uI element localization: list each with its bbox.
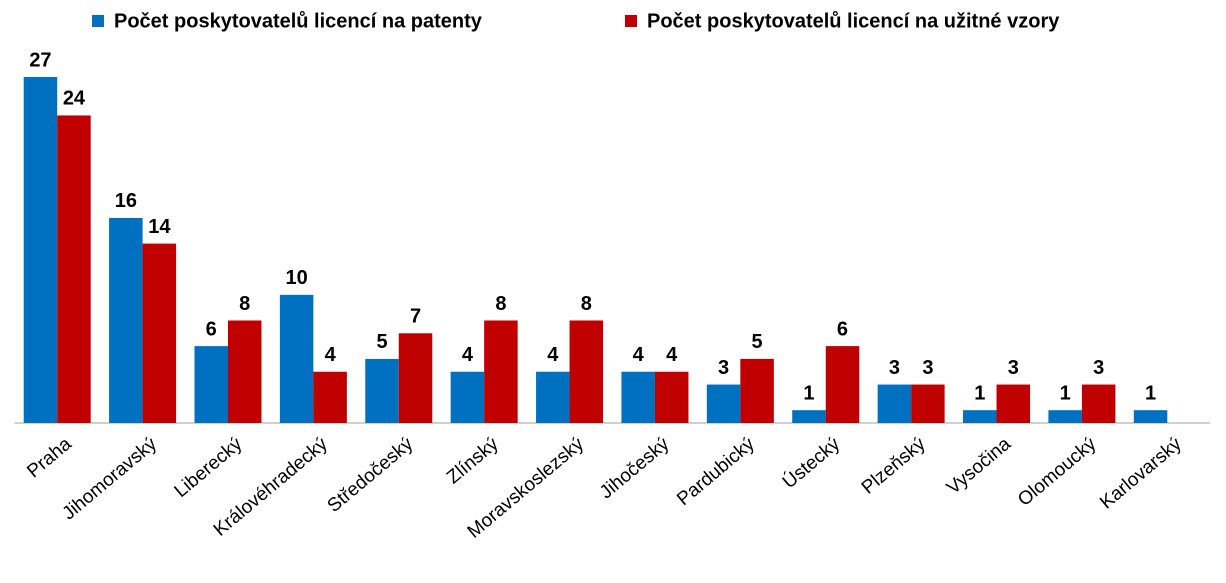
data-label: 3 — [889, 357, 900, 379]
data-label: 4 — [325, 344, 337, 366]
data-label: 4 — [547, 344, 559, 366]
bar — [963, 410, 997, 423]
x-tick-label: Plzeňský — [858, 433, 930, 498]
bar — [398, 333, 433, 423]
data-label: 10 — [286, 267, 308, 289]
legend-swatch — [92, 15, 104, 27]
data-label: 14 — [148, 216, 171, 238]
x-tick-label: Olomoucký — [1014, 433, 1101, 510]
x-tick-label: Liberecký — [171, 433, 247, 502]
bar — [365, 358, 399, 423]
data-label: 3 — [718, 357, 729, 379]
bar — [1133, 410, 1168, 423]
x-tick-label: Zlínský — [443, 433, 503, 488]
bar — [792, 410, 826, 423]
data-label: 3 — [922, 357, 933, 379]
bar — [536, 371, 570, 423]
data-label: 7 — [410, 306, 421, 328]
data-label: 27 — [29, 49, 51, 71]
data-label: 6 — [837, 318, 848, 340]
bar — [57, 115, 91, 423]
data-label: 5 — [376, 331, 387, 353]
legend-swatch — [625, 15, 637, 27]
bar — [825, 346, 860, 423]
x-tick-label: Vysočina — [943, 433, 1015, 498]
bar — [654, 371, 689, 423]
bar — [621, 371, 655, 423]
bar — [23, 77, 58, 423]
bar — [279, 294, 314, 423]
legend-label: Počet poskytovatelů licencí na užitné vz… — [647, 10, 1060, 32]
bar — [569, 320, 604, 423]
x-tick-label: Jihomoravský — [59, 433, 162, 524]
bar — [484, 320, 518, 423]
data-label: 4 — [633, 344, 645, 366]
data-label: 1 — [1145, 382, 1156, 404]
bar — [313, 371, 347, 423]
data-label: 4 — [666, 344, 678, 366]
bar — [740, 358, 774, 423]
x-tick-label: Jihočeský — [596, 433, 674, 503]
data-label: 3 — [1008, 357, 1019, 379]
bar — [996, 384, 1031, 423]
data-label: 3 — [1093, 357, 1104, 379]
x-tick-label: Pardubický — [673, 433, 759, 510]
x-tick-label: Ústecký — [778, 433, 844, 494]
bar — [109, 217, 143, 423]
data-label: 24 — [63, 88, 86, 110]
data-label: 6 — [206, 318, 217, 340]
bar — [1048, 410, 1082, 423]
data-label: 5 — [752, 331, 763, 353]
x-tick-label: Praha — [23, 433, 76, 482]
data-label: 16 — [115, 190, 137, 212]
data-label: 8 — [239, 293, 250, 315]
data-label: 1 — [803, 382, 814, 404]
data-label: 4 — [462, 344, 474, 366]
bar — [877, 384, 912, 423]
legend-label: Počet poskytovatelů licencí na patenty — [114, 10, 483, 32]
data-label: 1 — [974, 382, 985, 404]
data-label: 1 — [1060, 382, 1071, 404]
bar — [142, 243, 177, 423]
bar — [706, 384, 741, 423]
bar — [911, 384, 945, 423]
bar — [227, 320, 262, 423]
data-label: 8 — [581, 293, 592, 315]
x-tick-label: Karlovarský — [1096, 433, 1186, 513]
bar — [194, 346, 228, 423]
bar — [1081, 384, 1116, 423]
x-tick-label: Středočeský — [324, 433, 418, 517]
data-label: 8 — [495, 293, 506, 315]
bar — [450, 371, 485, 423]
